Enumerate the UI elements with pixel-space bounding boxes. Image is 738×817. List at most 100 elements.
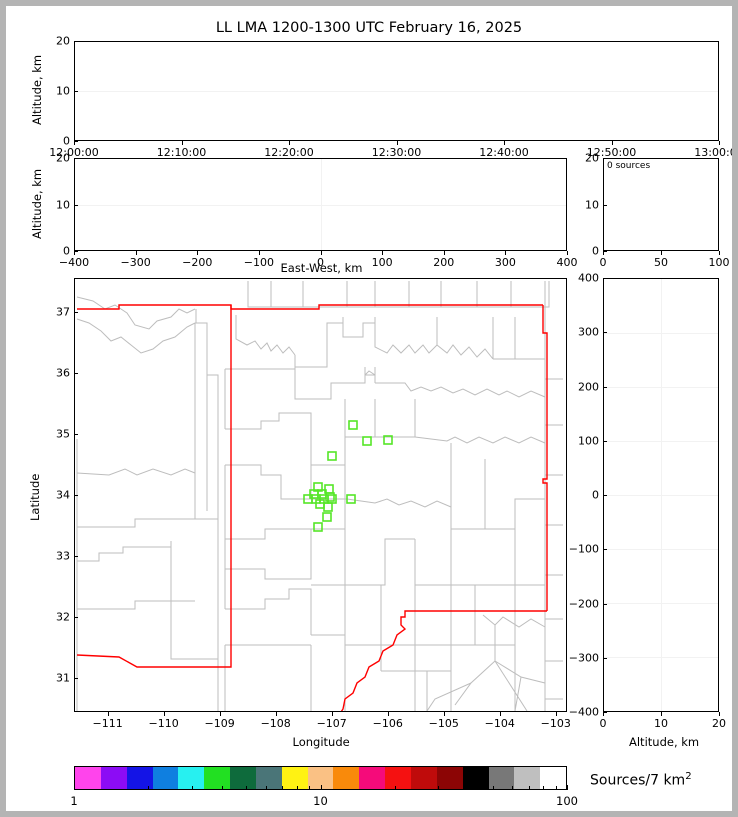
xtick-label-ns: 20 <box>712 717 726 730</box>
xtick-mark-ew-height <box>258 251 260 255</box>
xtick-mark-time-height <box>181 141 183 145</box>
colorbar-swatch <box>462 767 489 789</box>
ytick-label-time-height: 20 <box>56 34 70 48</box>
colorbar-swatch <box>126 767 153 789</box>
xtick-mark-map <box>331 712 333 716</box>
ytick-mark-map <box>74 556 78 558</box>
xtick-label-time-height: 12:00:00 <box>49 146 99 159</box>
axis-label-altitude-time-height: Altitude, km <box>30 54 44 125</box>
xtick-mark-histogram <box>603 251 604 255</box>
ytick-label-time-height: 10 <box>56 84 70 98</box>
colorbar-swatch <box>540 767 567 789</box>
xtick-mark-ew-height <box>135 251 137 255</box>
ytick-label-map: 32 <box>56 610 70 624</box>
ytick-label-map: 31 <box>56 671 70 685</box>
xtick-label-ns: 10 <box>654 717 668 730</box>
xtick-label-time-height: 12:10:00 <box>156 146 207 159</box>
ytick-mark-histogram <box>603 204 607 206</box>
colorbar-minor-tick <box>309 786 311 789</box>
ytick-mark-time-height <box>74 141 78 142</box>
xtick-label-histogram: 50 <box>654 256 668 269</box>
colorbar-minor-tick <box>265 786 267 789</box>
xtick-label-ns: 0 <box>599 717 607 730</box>
ytick-mark-ew-height <box>74 158 78 159</box>
xtick-label-ew-height: −400 <box>58 256 90 269</box>
ytick-label-ns: 200 <box>578 380 599 393</box>
axis-label-longitude: Longitude <box>292 735 350 749</box>
colorbar-swatch <box>178 767 205 789</box>
colorbar-major-tick <box>567 785 568 790</box>
ytick-label-map: 37 <box>56 305 70 319</box>
xtick-label-ew-height: 100 <box>371 256 393 269</box>
ytick-mark-ew-height <box>74 204 78 206</box>
ytick-mark-map <box>74 433 78 435</box>
colorbar-swatch <box>281 767 308 789</box>
colorbar-swatch <box>204 767 231 789</box>
ytick-label-map: 36 <box>56 366 70 380</box>
ytick-mark-ns <box>603 657 607 659</box>
colorbar-title-text: Sources/7 km <box>590 772 686 789</box>
ytick-label-ns: −200 <box>568 597 599 610</box>
ytick-label-map: 33 <box>56 549 70 563</box>
xtick-mark-ns <box>603 712 604 716</box>
colorbar-swatch <box>488 767 515 789</box>
ytick-mark-map <box>74 495 78 496</box>
xtick-label-histogram: 100 <box>708 256 730 269</box>
ytick-label-ns: 400 <box>578 271 599 285</box>
xtick-label-map: −107 <box>316 717 347 730</box>
xtick-mark-time-height <box>504 141 505 145</box>
ytick-mark-ew-height <box>74 251 78 252</box>
ytick-mark-ns <box>603 712 607 713</box>
xtick-mark-time-height <box>719 141 720 145</box>
xtick-mark-ns <box>719 712 720 716</box>
ytick-mark-ns <box>603 278 607 279</box>
xtick-label-map: −110 <box>148 717 179 730</box>
panel-time-height[interactable] <box>74 41 719 141</box>
ytick-mark-ns <box>603 386 607 388</box>
xtick-label-ew-height: −100 <box>243 256 274 269</box>
xtick-label-map: −109 <box>204 717 235 730</box>
panel-source-histogram[interactable]: 0 sources <box>603 158 719 251</box>
colorbar-minor-tick <box>148 786 150 789</box>
colorbar-swatch <box>75 767 101 789</box>
xtick-mark-map <box>219 712 221 716</box>
xtick-mark-map <box>443 712 445 716</box>
ytick-label-ns: −400 <box>568 705 599 719</box>
colorbar-tick-label: 1 <box>70 794 78 808</box>
colorbar-minor-tick <box>222 786 224 789</box>
colorbar-swatch <box>359 767 386 789</box>
colorbar-minor-tick <box>512 786 514 789</box>
colorbar-tick-label: 10 <box>313 794 328 808</box>
axis-label-east-west: East-West, km <box>280 261 363 275</box>
xtick-label-ew-height: 200 <box>433 256 455 269</box>
ytick-mark-histogram <box>603 158 607 159</box>
xtick-mark-time-height <box>289 141 290 145</box>
colorbar-major-tick <box>74 785 75 790</box>
xtick-mark-histogram <box>719 251 720 255</box>
xtick-mark-map <box>107 712 109 716</box>
panel-map[interactable] <box>74 278 567 712</box>
ytick-label-map: 35 <box>56 427 70 441</box>
colorbar-title-exponent: 2 <box>685 771 692 782</box>
ytick-label-histogram: 20 <box>585 151 599 165</box>
xtick-label-time-height: 12:30:00 <box>371 146 422 159</box>
panel-eastwest-height[interactable] <box>74 158 567 251</box>
ytick-label-histogram: 0 <box>592 244 599 258</box>
xtick-label-ew-height: −200 <box>182 256 213 269</box>
xtick-mark-ew-height <box>197 251 199 255</box>
xtick-mark-time-height <box>611 141 613 145</box>
ytick-mark-time-height <box>74 41 78 42</box>
colorbar-swatch <box>436 767 463 789</box>
xtick-label-map: −111 <box>92 717 123 730</box>
colorbar-swatch <box>230 767 256 789</box>
colorbar-swatch <box>385 767 411 789</box>
page-title: LL LMA 1200-1300 UTC February 16, 2025 <box>215 20 523 36</box>
ytick-mark-ns <box>603 495 607 496</box>
map-geography <box>76 281 563 711</box>
panel-northsouth-altitude[interactable] <box>603 278 719 712</box>
xtick-mark-time-height <box>74 141 75 145</box>
xtick-label-histogram: 0 <box>599 256 607 269</box>
source-markers <box>303 420 393 532</box>
colorbar-minor-tick <box>528 786 530 789</box>
